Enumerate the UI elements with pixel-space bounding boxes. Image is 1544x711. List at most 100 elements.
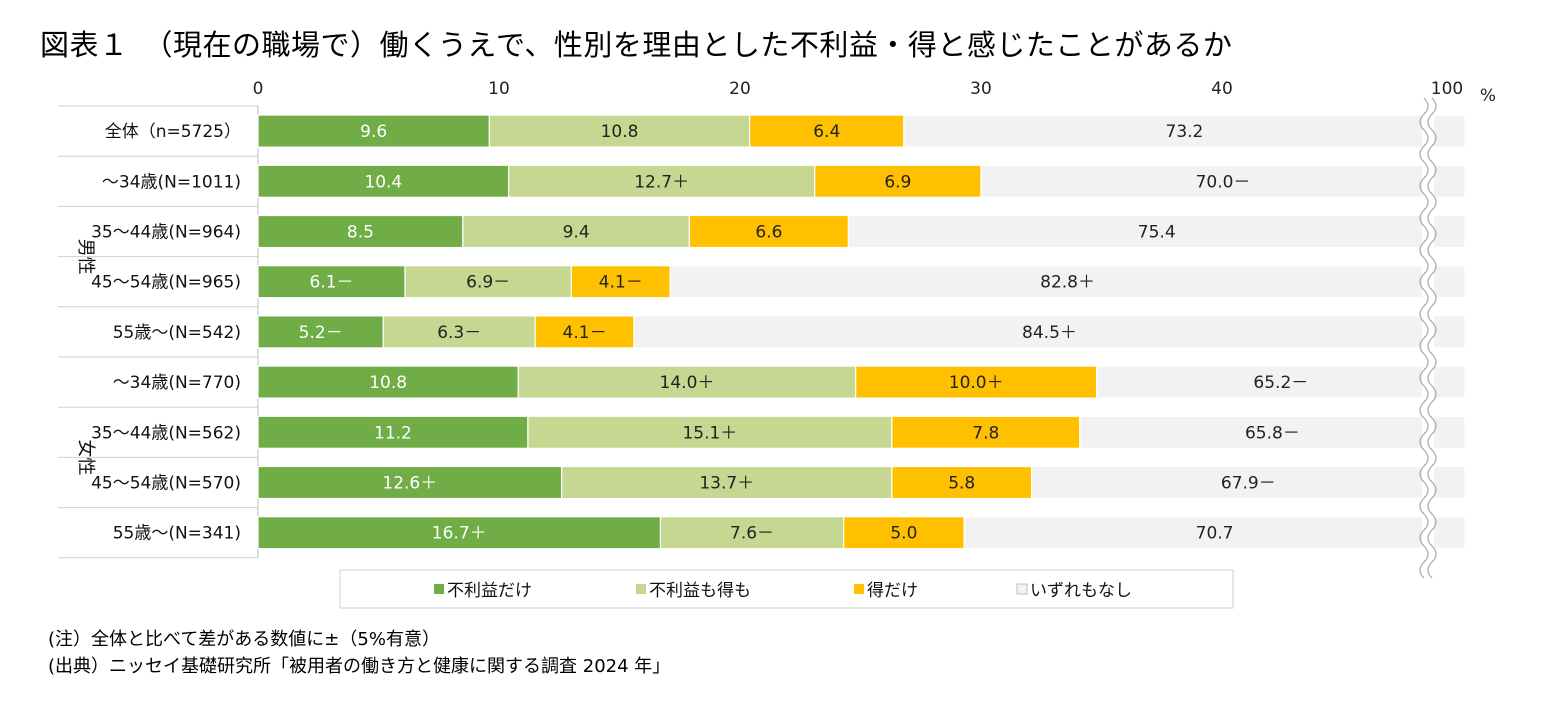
bar-segment	[903, 114, 1466, 148]
x-tick-label: 0	[253, 79, 264, 99]
data-label: 6.9－	[466, 273, 510, 293]
bar-segment	[257, 465, 563, 500]
legend-swatch	[434, 584, 444, 594]
data-label: 82.8＋	[1040, 273, 1095, 293]
bar-segment	[1096, 365, 1466, 399]
data-label: 5.0	[890, 524, 917, 544]
data-label: 6.1－	[309, 273, 353, 293]
legend-label: いずれもなし	[1030, 581, 1132, 601]
bar-segment	[855, 365, 1098, 399]
x-axis-ticks: 0 10 20 30 40 100%	[253, 79, 1496, 106]
data-label: 73.2	[1166, 122, 1204, 142]
bar-segment	[257, 265, 406, 299]
bar-segment	[382, 315, 536, 349]
category-label: 全体（n=5725）	[105, 122, 241, 142]
data-label: 7.8	[972, 423, 999, 443]
data-label: 6.9	[884, 172, 911, 192]
data-label: 75.4	[1138, 223, 1176, 243]
data-label: 14.0＋	[660, 373, 715, 393]
data-label: 65.8－	[1245, 423, 1300, 443]
data-label: 10.8	[369, 373, 407, 393]
data-label: 4.1－	[563, 323, 607, 343]
bar-segment	[570, 265, 671, 299]
bar-segment	[814, 164, 982, 198]
data-label: 13.7＋	[699, 474, 754, 494]
bar-segment	[1079, 415, 1466, 449]
stacked-bar-chart: 9.6 10.8 6.4 73.2 10.4 12.7＋ 6.9 70.0－ 8.5 9.4 6.6…	[58, 79, 1496, 609]
legend-label: 不利益も得も	[649, 581, 751, 601]
x-tick-label: 20	[729, 79, 751, 99]
data-label: 4.1－	[599, 273, 643, 293]
data-label: 12.7＋	[634, 172, 689, 192]
data-label: 10.0＋	[949, 373, 1004, 393]
data-label: 9.4	[563, 223, 590, 243]
bar-segments	[257, 114, 1466, 550]
bar-segment	[980, 164, 1466, 198]
category-label: ～34歳(N=770)	[113, 373, 241, 393]
significance-note: (注）全体と比べて差がある数値に±（5%有意）	[48, 629, 440, 650]
bar-segment	[257, 315, 384, 349]
data-label: 67.9－	[1221, 474, 1276, 494]
group-label: 女性	[75, 439, 96, 475]
data-label: 8.5	[347, 223, 374, 243]
data-label: 70.7	[1196, 524, 1234, 544]
x-unit-label: %	[1480, 86, 1496, 106]
data-label: 12.6＋	[382, 474, 437, 494]
data-label: 10.4	[364, 172, 402, 192]
legend-swatch	[854, 584, 864, 594]
chart-title: 図表１ （現在の職場で）働くうえで、性別を理由とした不利益・得と感じたことがある…	[40, 28, 1233, 62]
category-labels: 全体（n=5725） ～34歳(N=1011) 35～44歳(N=964) 45～54…	[91, 122, 241, 544]
x-tick-label: 10	[488, 79, 510, 99]
x-tick-label: 30	[970, 79, 992, 99]
x-tick-label: 100	[1431, 79, 1463, 99]
category-label: 35～44歳(N=562)	[91, 423, 241, 443]
data-label: 9.6	[360, 122, 387, 142]
bar-segment	[257, 516, 662, 550]
axis-break-line-left	[1419, 97, 1429, 579]
group-label: 男性	[75, 239, 96, 275]
data-label: 10.8	[601, 122, 639, 142]
category-label: ～34歳(N=1011)	[102, 172, 241, 192]
data-label: 84.5＋	[1022, 323, 1077, 343]
category-label: 35～44歳(N=964)	[91, 223, 241, 243]
bar-segment	[669, 265, 1466, 299]
bar-segment	[257, 365, 519, 399]
bar-segment	[404, 265, 572, 299]
data-label: 65.2－	[1253, 373, 1308, 393]
axis-break	[1419, 97, 1437, 579]
source-note: (出典）ニッセイ基礎研究所「被用者の働き方と健康に関する調査 2024 年」	[48, 656, 671, 677]
category-label: 55歳～(N=341)	[113, 524, 241, 544]
legend-swatch	[1016, 583, 1028, 595]
data-label: 70.0－	[1196, 172, 1251, 192]
data-label: 6.4	[813, 122, 840, 142]
legend-label: 不利益だけ	[447, 581, 532, 601]
category-label: 45～54歳(N=965)	[91, 273, 241, 293]
data-label: 5.2－	[299, 323, 343, 343]
bar-segment	[891, 465, 1033, 500]
legend-swatch	[636, 584, 646, 594]
data-label: 11.2	[374, 423, 412, 443]
data-labels: 9.6 10.8 6.4 73.2 10.4 12.7＋ 6.9 70.0－ 8.5 9.4 6.6…	[299, 122, 1309, 544]
bar-segment	[659, 516, 845, 550]
chart-notes: (注）全体と比べて差がある数値に±（5%有意） (出典）ニッセイ基礎研究所「被用…	[48, 626, 670, 680]
bar-segment	[749, 114, 905, 148]
bar-segment	[688, 214, 850, 249]
bar-segment	[891, 415, 1081, 449]
bar-segment	[1031, 465, 1466, 500]
bar-segment	[963, 516, 1466, 550]
legend-label: 得だけ	[867, 581, 918, 601]
data-label: 6.3－	[437, 323, 481, 343]
legend-box	[339, 569, 1234, 609]
bar-segment	[508, 164, 816, 198]
data-label: 5.8	[948, 474, 975, 494]
bar-segment	[462, 214, 690, 249]
data-label: 7.6－	[730, 524, 774, 544]
bar-segment	[843, 516, 965, 550]
category-label: 45～54歳(N=570)	[91, 474, 241, 494]
legend: 不利益だけ 不利益も得も 得だけ いずれもなし	[339, 569, 1234, 609]
bar-segment	[561, 465, 893, 500]
data-label: 16.7＋	[432, 524, 487, 544]
axis-break-line-right	[1427, 97, 1437, 579]
bar-segment	[527, 415, 893, 449]
